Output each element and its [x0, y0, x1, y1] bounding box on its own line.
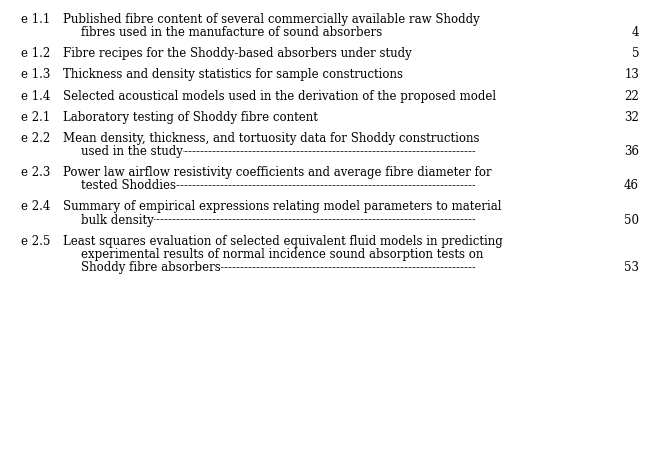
- Text: Published fibre content of several commercially available raw Shoddy: Published fibre content of several comme…: [63, 13, 479, 26]
- Text: --------------------------------------------------------------------------------: ----------------------------------------…: [81, 26, 654, 39]
- Text: Laboratory testing of Shoddy fibre content: Laboratory testing of Shoddy fibre conte…: [63, 111, 318, 124]
- Text: e 1.3: e 1.3: [21, 68, 50, 82]
- Text: used in the study: used in the study: [81, 145, 183, 158]
- Text: Power law airflow resistivity coefficients and average fibre diameter for: Power law airflow resistivity coefficien…: [63, 166, 492, 179]
- Text: Thickness and density statistics for sample constructions: Thickness and density statistics for sam…: [63, 68, 403, 82]
- Text: e 1.2: e 1.2: [21, 48, 50, 60]
- Text: Least squares evaluation of selected equivalent fluid models in predicting: Least squares evaluation of selected equ…: [63, 235, 503, 247]
- Text: Thickness and density statistics for sample constructions: Thickness and density statistics for sam…: [63, 68, 403, 82]
- Text: tested Shoddies: tested Shoddies: [81, 179, 176, 192]
- Text: Selected acoustical models used in the derivation of the proposed model: Selected acoustical models used in the d…: [63, 90, 496, 103]
- Text: --------------------------------------------------------------------------------: ----------------------------------------…: [81, 179, 654, 192]
- Text: 53: 53: [624, 261, 639, 274]
- Text: bulk density: bulk density: [81, 214, 154, 227]
- Text: 4: 4: [632, 26, 639, 39]
- Text: e 2.2: e 2.2: [21, 132, 50, 145]
- Text: 32: 32: [624, 111, 639, 124]
- Text: experimental results of normal incidence sound absorption tests on: experimental results of normal incidence…: [81, 248, 483, 261]
- Text: Selected acoustical models used in the derivation of the proposed model: Selected acoustical models used in the d…: [63, 90, 496, 103]
- Text: Published fibre content of several commercially available raw Shoddy: Published fibre content of several comme…: [63, 13, 479, 26]
- Text: Summary of empirical expressions relating model parameters to material: Summary of empirical expressions relatin…: [63, 200, 502, 213]
- Text: Fibre recipes for the Shoddy-based absorbers under study: Fibre recipes for the Shoddy-based absor…: [63, 48, 411, 60]
- Text: e 1.1: e 1.1: [21, 13, 50, 26]
- Text: e 2.2: e 2.2: [21, 132, 50, 145]
- Text: 32: 32: [624, 111, 639, 124]
- Text: e 1.4: e 1.4: [21, 90, 50, 103]
- Text: 36: 36: [624, 145, 639, 158]
- Text: 36: 36: [624, 145, 639, 158]
- Text: 46: 46: [624, 179, 639, 192]
- Text: used in the study: used in the study: [81, 145, 183, 158]
- Text: bulk density: bulk density: [81, 214, 154, 227]
- Text: 5: 5: [632, 48, 639, 60]
- Text: --------------------------------------------------------------------------------: ----------------------------------------…: [63, 68, 654, 82]
- Text: --------------------------------------------------------------------------------: ----------------------------------------…: [81, 145, 654, 158]
- Text: 4: 4: [632, 26, 639, 39]
- Text: Summary of empirical expressions relating model parameters to material: Summary of empirical expressions relatin…: [63, 200, 502, 213]
- Text: e 2.1: e 2.1: [21, 111, 50, 124]
- Text: Shoddy fibre absorbers: Shoddy fibre absorbers: [81, 261, 220, 274]
- Text: --------------------------------------------------------------------------------: ----------------------------------------…: [63, 90, 654, 103]
- Text: Shoddy fibre absorbers: Shoddy fibre absorbers: [81, 261, 220, 274]
- Text: Least squares evaluation of selected equivalent fluid models in predicting: Least squares evaluation of selected equ…: [63, 235, 503, 247]
- Text: 22: 22: [625, 90, 639, 103]
- Text: e 2.3: e 2.3: [21, 166, 50, 179]
- Text: e 1.3: e 1.3: [21, 68, 50, 82]
- Text: e 2.5: e 2.5: [21, 235, 50, 247]
- Text: fibres used in the manufacture of sound absorbers: fibres used in the manufacture of sound …: [81, 26, 382, 39]
- Text: e 2.1: e 2.1: [21, 111, 50, 124]
- Text: 53: 53: [624, 261, 639, 274]
- Text: e 2.3: e 2.3: [21, 166, 50, 179]
- Text: Fibre recipes for the Shoddy-based absorbers under study: Fibre recipes for the Shoddy-based absor…: [63, 48, 411, 60]
- Text: e 1.4: e 1.4: [21, 90, 50, 103]
- Text: 50: 50: [624, 214, 639, 227]
- Text: Mean density, thickness, and tortuosity data for Shoddy constructions: Mean density, thickness, and tortuosity …: [63, 132, 479, 145]
- Text: e 2.5: e 2.5: [21, 235, 50, 247]
- Text: Power law airflow resistivity coefficients and average fibre diameter for: Power law airflow resistivity coefficien…: [63, 166, 492, 179]
- Text: --------------------------------------------------------------------------------: ----------------------------------------…: [63, 48, 654, 60]
- Text: e 1.1: e 1.1: [21, 13, 50, 26]
- Text: Laboratory testing of Shoddy fibre content: Laboratory testing of Shoddy fibre conte…: [63, 111, 318, 124]
- Text: 5: 5: [632, 48, 639, 60]
- Text: tested Shoddies: tested Shoddies: [81, 179, 176, 192]
- Text: 13: 13: [624, 68, 639, 82]
- Text: fibres used in the manufacture of sound absorbers: fibres used in the manufacture of sound …: [81, 26, 382, 39]
- Text: 46: 46: [624, 179, 639, 192]
- Text: --------------------------------------------------------------------------------: ----------------------------------------…: [81, 261, 654, 274]
- Text: 50: 50: [624, 214, 639, 227]
- Text: --------------------------------------------------------------------------------: ----------------------------------------…: [63, 111, 654, 124]
- Text: 13: 13: [624, 68, 639, 82]
- Text: e 2.4: e 2.4: [21, 200, 50, 213]
- Text: --------------------------------------------------------------------------------: ----------------------------------------…: [81, 214, 654, 227]
- Text: Mean density, thickness, and tortuosity data for Shoddy constructions: Mean density, thickness, and tortuosity …: [63, 132, 479, 145]
- Text: experimental results of normal incidence sound absorption tests on: experimental results of normal incidence…: [81, 248, 483, 261]
- Text: e 1.2: e 1.2: [21, 48, 50, 60]
- Text: 22: 22: [625, 90, 639, 103]
- Text: e 2.4: e 2.4: [21, 200, 50, 213]
